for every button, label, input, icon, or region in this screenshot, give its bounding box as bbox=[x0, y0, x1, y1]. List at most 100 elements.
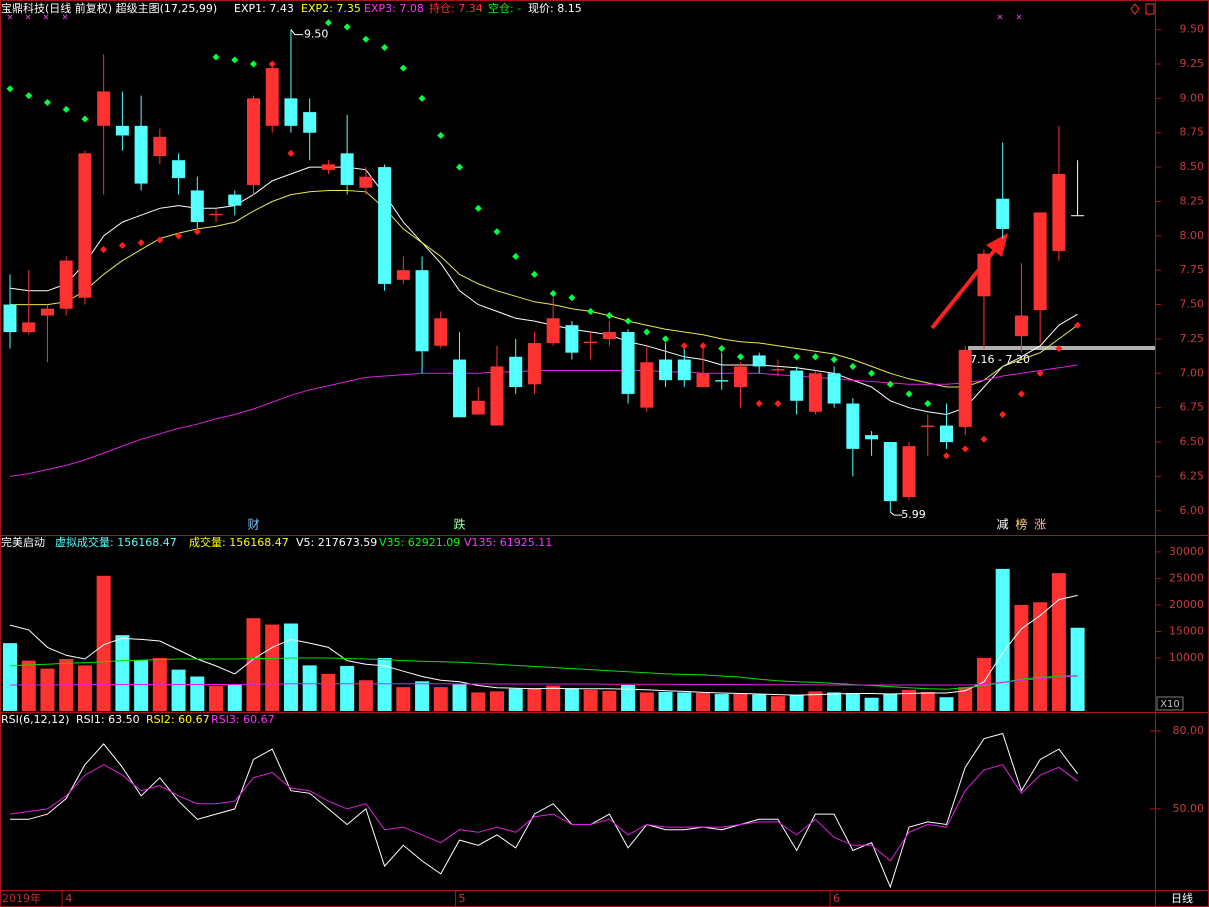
legend-item: EXP1: 7.43 bbox=[234, 2, 294, 15]
sar-dot bbox=[249, 60, 258, 68]
volume-bar bbox=[583, 689, 598, 711]
y-tick-label: 50.00 bbox=[1173, 802, 1205, 815]
volume-bar bbox=[134, 660, 149, 711]
y-tick-label: 6.75 bbox=[1180, 401, 1205, 414]
volume-bar bbox=[21, 660, 36, 711]
candle-body bbox=[209, 213, 223, 216]
volume-bar bbox=[415, 681, 430, 711]
sar-dot bbox=[474, 204, 482, 212]
candle-body bbox=[902, 446, 916, 498]
sar-dot bbox=[793, 353, 801, 361]
sar-dot bbox=[849, 362, 857, 370]
diamond-icon[interactable] bbox=[1130, 3, 1140, 15]
legend-item: V135: 61925.11 bbox=[464, 536, 552, 549]
volume-bar bbox=[920, 691, 935, 711]
sar-dot bbox=[324, 19, 332, 27]
range-label: 7.16 - 7.20 bbox=[970, 353, 1030, 366]
legend-item: 现价: 8.15 bbox=[528, 2, 582, 15]
candle-body bbox=[321, 164, 335, 170]
volume-bar bbox=[546, 685, 561, 711]
legend-item: EXP3: 7.08 bbox=[364, 2, 424, 15]
sar-dot bbox=[381, 43, 389, 52]
candle-body bbox=[677, 359, 691, 381]
high-pointer bbox=[290, 29, 303, 36]
volume-bar bbox=[995, 568, 1010, 711]
sar-dot bbox=[718, 345, 726, 353]
legend-item: RSI1: 63.50 bbox=[76, 713, 140, 726]
sar-dot bbox=[999, 410, 1007, 419]
volume-bar bbox=[939, 697, 954, 711]
sar-dot bbox=[118, 241, 126, 249]
event-marker: 榜 bbox=[1015, 517, 1027, 532]
candle-body bbox=[733, 366, 747, 388]
line bbox=[10, 190, 1078, 388]
legend-item: 宝鼎科技(日线 前复权) 超级主图(17,25,99) bbox=[1, 1, 217, 15]
sar-dot bbox=[193, 228, 201, 236]
candle-body bbox=[715, 380, 729, 382]
volume-bar bbox=[358, 680, 373, 711]
legend-item: RSI(6,12,12) bbox=[1, 713, 69, 726]
y-tick-label: 10000 bbox=[1169, 651, 1204, 664]
sar-dot bbox=[512, 252, 520, 260]
y-tick-label: 8.50 bbox=[1180, 160, 1205, 173]
candle-body bbox=[190, 190, 204, 223]
volume-bar bbox=[714, 694, 729, 711]
volume-bar bbox=[321, 673, 336, 711]
volume-bar bbox=[508, 688, 523, 711]
sar-dot bbox=[886, 380, 894, 388]
sar-dot bbox=[231, 56, 239, 64]
volume-bar bbox=[733, 694, 748, 711]
y-tick-label: 7.00 bbox=[1180, 366, 1205, 379]
candle-body bbox=[246, 98, 260, 185]
volume-bar bbox=[265, 624, 280, 711]
sar-dot bbox=[587, 307, 595, 315]
sar-dot bbox=[418, 94, 426, 102]
volume-bar bbox=[1014, 604, 1029, 711]
volume-bar bbox=[209, 686, 224, 711]
sar-dot bbox=[455, 163, 464, 171]
event-marker: 减 bbox=[997, 518, 1009, 532]
legend-item: RSI3: 60.67 bbox=[211, 713, 275, 726]
candle-body bbox=[359, 176, 373, 188]
volume-bar bbox=[808, 691, 823, 711]
y-tick-label: 30000 bbox=[1169, 545, 1204, 558]
sar-dot bbox=[605, 312, 613, 320]
sar-dot bbox=[662, 335, 670, 343]
y-tick-label: 6.25 bbox=[1180, 469, 1205, 482]
y-tick-label: 9.25 bbox=[1180, 57, 1205, 70]
sar-dot bbox=[1017, 390, 1025, 398]
candle-body bbox=[509, 356, 523, 388]
line bbox=[9, 364, 1078, 477]
legend-item: 虚拟成交量: 156168.47 bbox=[55, 535, 177, 549]
period-label[interactable]: 日线 bbox=[1171, 891, 1193, 905]
candle-body bbox=[846, 403, 860, 449]
sar-dot bbox=[343, 23, 351, 31]
y-tick-label: 25000 bbox=[1169, 571, 1204, 584]
volume-bar bbox=[883, 693, 898, 711]
sar-dot bbox=[699, 342, 707, 350]
line bbox=[10, 732, 1078, 889]
y-tick-label: 7.50 bbox=[1180, 298, 1205, 311]
candle-body bbox=[584, 341, 598, 344]
candle-body bbox=[1071, 215, 1085, 217]
volume-bar bbox=[227, 684, 242, 711]
volume-bar bbox=[789, 695, 804, 711]
volume-bar bbox=[752, 694, 767, 711]
candle-body bbox=[527, 343, 541, 385]
candle-body bbox=[621, 332, 635, 394]
sar-dot bbox=[437, 131, 445, 140]
candle-body bbox=[471, 400, 485, 415]
volume-bar bbox=[1033, 602, 1048, 711]
candle-body bbox=[153, 136, 167, 157]
volume-bar bbox=[190, 676, 205, 711]
y-tick-label: 8.75 bbox=[1180, 126, 1205, 139]
volume-bar bbox=[340, 665, 355, 711]
candle-body bbox=[265, 68, 279, 126]
volume-bar bbox=[433, 687, 448, 711]
candle-body bbox=[1052, 173, 1066, 251]
sar-dot bbox=[175, 232, 183, 240]
sar-dot bbox=[624, 317, 632, 325]
y-tick-label: 6.00 bbox=[1180, 504, 1205, 517]
legend-item: 完美启动 bbox=[1, 535, 45, 549]
window-icon[interactable] bbox=[1145, 3, 1155, 15]
